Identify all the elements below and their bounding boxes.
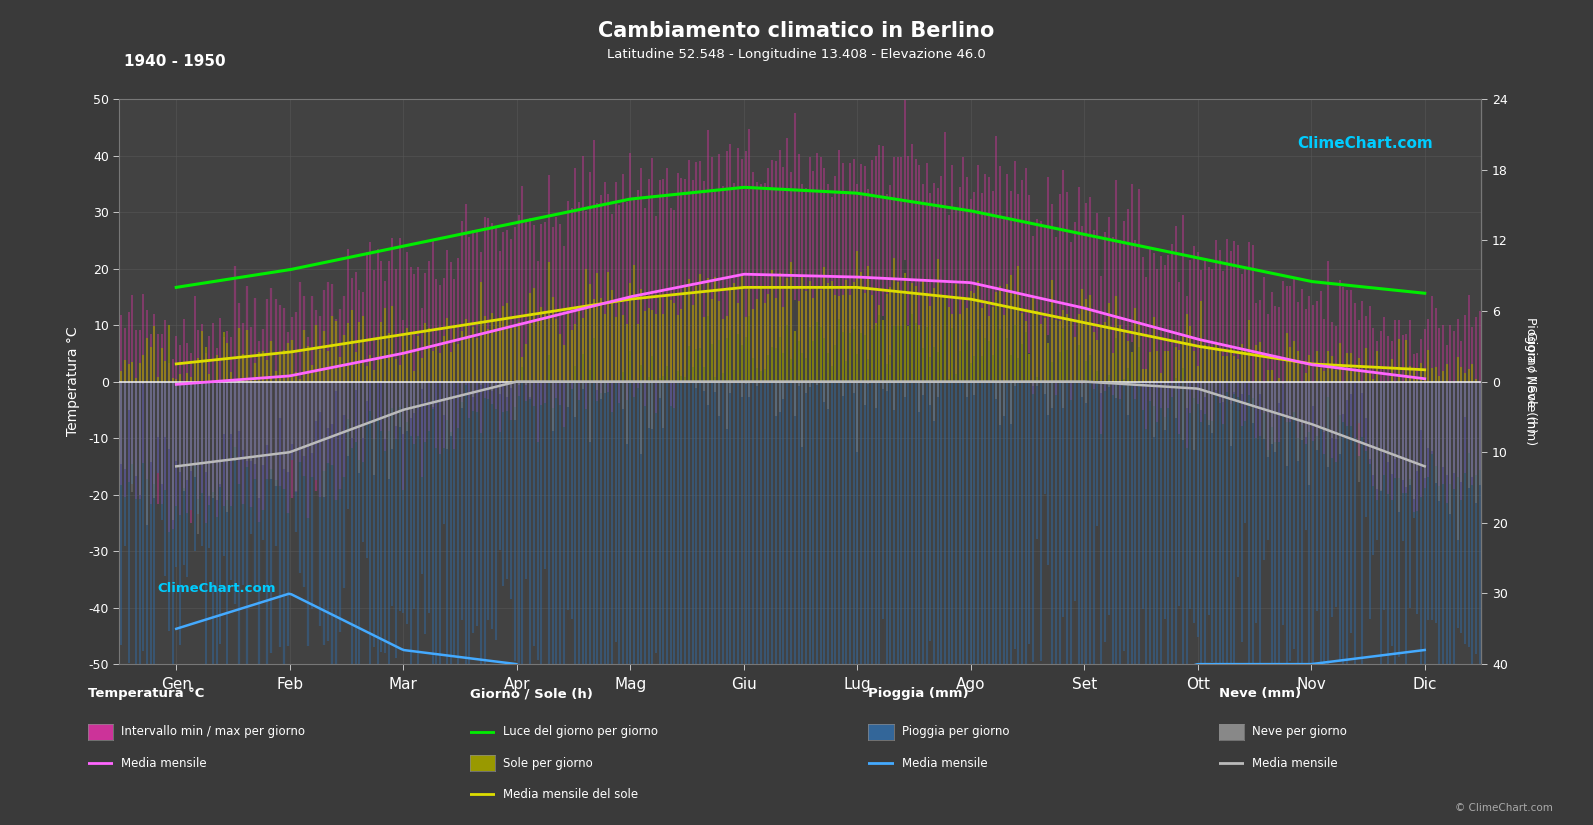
Text: Temperatura °C: Temperatura °C <box>88 687 204 700</box>
Text: Luce del giorno per giorno: Luce del giorno per giorno <box>503 725 658 738</box>
Text: ClimeChart.com: ClimeChart.com <box>1298 136 1434 151</box>
Text: 1940 - 1950: 1940 - 1950 <box>124 54 226 68</box>
Text: Neve (mm): Neve (mm) <box>1219 687 1301 700</box>
Y-axis label: Giorno / Sole (h): Giorno / Sole (h) <box>1525 331 1537 432</box>
Text: © ClimeChart.com: © ClimeChart.com <box>1456 803 1553 813</box>
Text: ClimeChart.com: ClimeChart.com <box>158 582 276 595</box>
Text: Intervallo min / max per giorno: Intervallo min / max per giorno <box>121 725 306 738</box>
Text: Media mensile: Media mensile <box>902 757 988 770</box>
Text: Media mensile: Media mensile <box>121 757 207 770</box>
Text: Neve per giorno: Neve per giorno <box>1252 725 1348 738</box>
Text: Giorno / Sole (h): Giorno / Sole (h) <box>470 687 593 700</box>
Y-axis label: Temperatura °C: Temperatura °C <box>67 327 80 436</box>
Text: Sole per giorno: Sole per giorno <box>503 757 593 770</box>
Y-axis label: Pioggia / Neve (mm): Pioggia / Neve (mm) <box>1525 318 1537 446</box>
Text: Pioggia (mm): Pioggia (mm) <box>868 687 969 700</box>
Text: Media mensile del sole: Media mensile del sole <box>503 788 639 801</box>
Text: Media mensile: Media mensile <box>1252 757 1338 770</box>
Text: Latitudine 52.548 - Longitudine 13.408 - Elevazione 46.0: Latitudine 52.548 - Longitudine 13.408 -… <box>607 48 986 61</box>
Text: Cambiamento climatico in Berlino: Cambiamento climatico in Berlino <box>599 21 994 40</box>
Text: Pioggia per giorno: Pioggia per giorno <box>902 725 1008 738</box>
